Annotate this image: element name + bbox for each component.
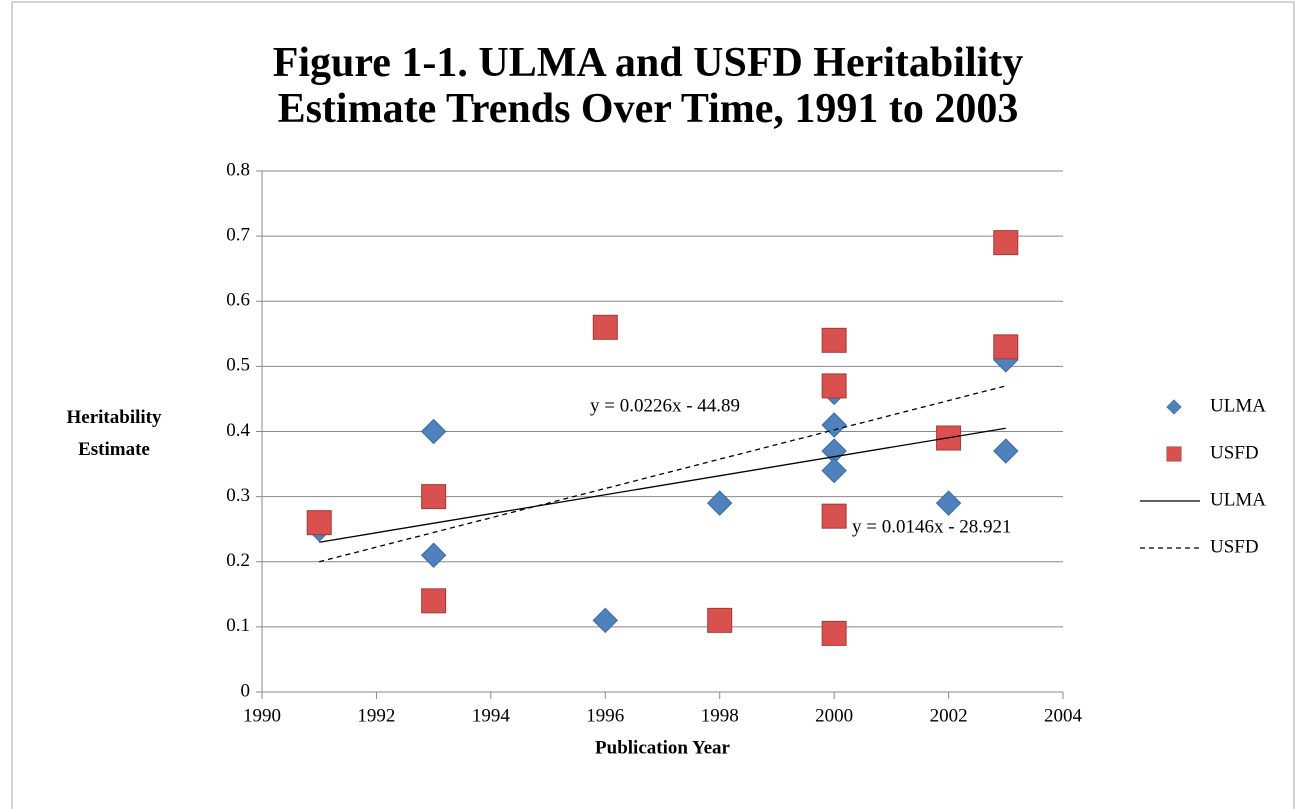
legend-label: USFD xyxy=(1210,536,1259,557)
square-marker xyxy=(306,510,332,536)
square-marker xyxy=(821,620,847,646)
square-marker xyxy=(821,503,847,529)
frame xyxy=(11,1,1295,809)
y-tick-label: 0 xyxy=(241,680,251,701)
y-tick-label: 0.7 xyxy=(226,224,250,245)
square-marker xyxy=(421,484,447,510)
square-marker xyxy=(707,607,733,633)
diamond-marker xyxy=(592,607,618,634)
trendline xyxy=(319,427,1006,543)
diamond-marker xyxy=(420,418,447,445)
y-tick-label: 0.4 xyxy=(226,420,250,441)
y-tick-label: 0.5 xyxy=(226,355,250,376)
x-tick-label: 2004 xyxy=(1044,705,1083,726)
legend-label: ULMA xyxy=(1210,395,1266,416)
legend-marker xyxy=(1166,399,1182,415)
y-tick-label: 0.8 xyxy=(226,159,250,180)
square-marker xyxy=(421,588,447,614)
annotation: y = 0.0226x - 44.89 xyxy=(590,395,740,416)
diamond-marker xyxy=(821,457,847,484)
square-marker xyxy=(993,334,1019,360)
y-tick-label: 0.6 xyxy=(226,290,250,311)
trendline xyxy=(319,385,1006,563)
diamond-marker xyxy=(707,490,733,516)
square-marker xyxy=(821,327,847,353)
y-tick-label: 0.2 xyxy=(226,550,250,571)
x-axis-label: Publication Year xyxy=(595,737,730,758)
legend-label: USFD xyxy=(1210,442,1259,463)
square-marker xyxy=(592,314,618,340)
legend-marker xyxy=(1166,446,1182,462)
diamond-marker xyxy=(420,542,447,568)
x-tick-label: 1992 xyxy=(357,705,395,726)
y-axis-label: Heritability Estimate xyxy=(66,407,162,460)
x-tick-label: 1998 xyxy=(701,705,739,726)
diamond-marker xyxy=(821,412,847,438)
y-tick-label: 0.3 xyxy=(226,485,250,506)
chart-title: Figure 1-1. ULMA and USFD Heritability E… xyxy=(272,40,1024,132)
diamond-marker xyxy=(935,490,962,516)
y-tick-label: 0.1 xyxy=(226,615,250,636)
square-marker xyxy=(821,373,847,399)
diamond-marker xyxy=(993,438,1019,464)
legend-label: ULMA xyxy=(1210,489,1266,510)
x-tick-label: 2000 xyxy=(815,705,853,726)
annotation: y = 0.0146x - 28.921 xyxy=(852,516,1012,537)
square-marker xyxy=(993,230,1019,256)
x-tick-label: 1990 xyxy=(243,705,281,726)
x-tick-label: 1996 xyxy=(586,705,624,726)
x-tick-label: 2002 xyxy=(930,705,968,726)
x-tick-label: 1994 xyxy=(472,705,511,726)
